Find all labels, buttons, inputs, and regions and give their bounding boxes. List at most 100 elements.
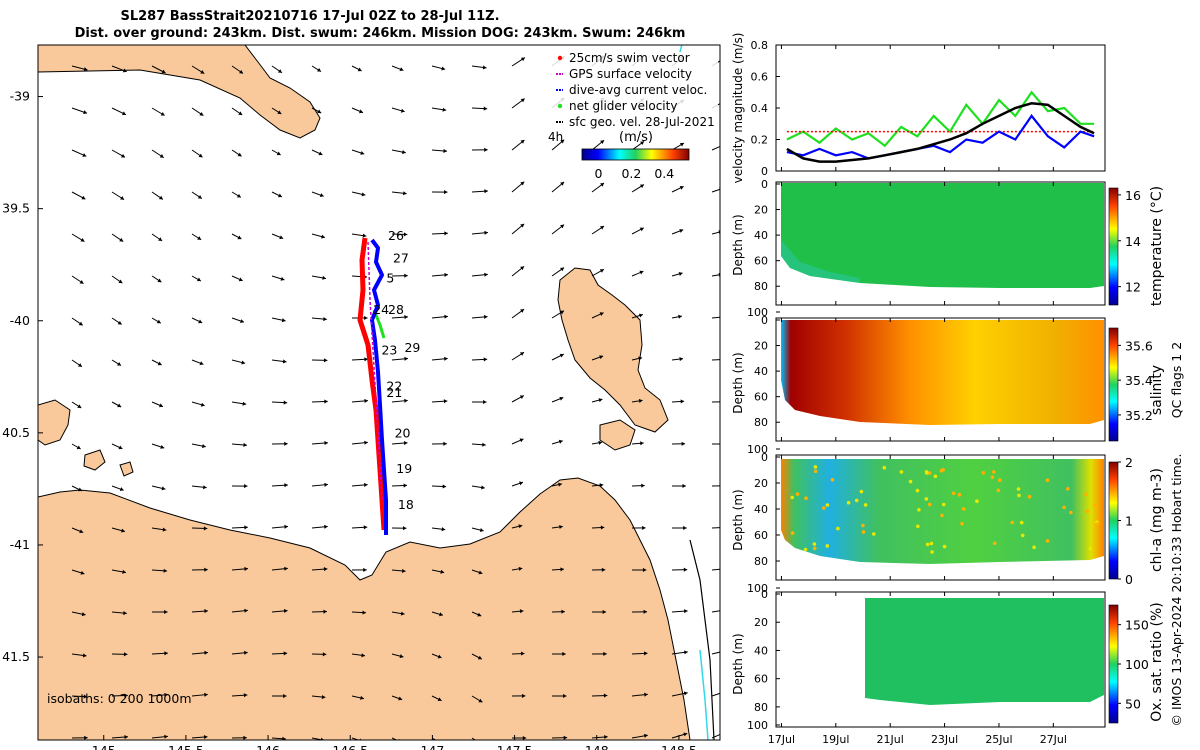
sfc-velocity-arrowhead (482, 65, 487, 70)
sfc-velocity-arrowhead (283, 608, 288, 614)
sfc-velocity-arrowhead (78, 321, 83, 326)
chl-point (1017, 493, 1021, 498)
sfc-velocity-arrowhead (84, 735, 88, 740)
sfc-velocity-arrowhead (403, 483, 408, 488)
salinity-clabel: salinity (1149, 365, 1165, 415)
chl-point (830, 478, 835, 482)
colorbar-tick-label: 1 (1125, 514, 1133, 529)
sfc-velocity-arrowhead (600, 226, 605, 230)
chl-point (924, 470, 929, 474)
map-xtick-label: 146.5 (332, 743, 368, 750)
sfc-velocity-arrowhead (402, 150, 406, 155)
sfc-velocity-arrowhead (403, 440, 408, 446)
sfc-velocity-arrowhead (643, 651, 648, 656)
day-label: 29 (404, 340, 420, 355)
sfc-velocity-arrowhead (324, 524, 328, 529)
depth-tick-label: 80 (754, 280, 768, 293)
sfc-velocity-arrowhead (722, 400, 725, 404)
legend-label: sfc geo. vel. 28-Jul-2021 (569, 115, 715, 129)
sfc-velocity-arrowhead (164, 734, 168, 739)
sfc-velocity-arrowhead (244, 608, 248, 613)
chl-point (951, 491, 956, 496)
day-label: 27 (393, 250, 409, 265)
sfc-velocity-arrowhead (323, 358, 328, 363)
sfc-velocity-arrowhead (77, 404, 82, 408)
sfc-velocity-arrowhead (642, 525, 646, 530)
chl-point (1095, 522, 1099, 527)
sfc-velocity-arrowhead (284, 524, 288, 529)
chl-point (813, 465, 818, 469)
sfc-velocity-arrowhead (282, 736, 286, 740)
sfc-velocity-arrowhead (121, 153, 126, 158)
map-ytick-label: 40.5 (2, 425, 30, 440)
sfc-velocity-arrowhead (236, 193, 241, 198)
speed-colorbar-ticks: 0 0.2 0.4 (594, 166, 674, 181)
map-title-line2: Dist. over ground: 243km. Dist. swum: 24… (75, 26, 686, 41)
sfc-velocity-arrowhead (483, 399, 487, 405)
day-label: 18 (398, 497, 414, 512)
day-label: 21 (386, 385, 402, 400)
sfc-velocity-arrowhead (318, 151, 323, 156)
temperature-ticks: 0 20 40 60 80 12 14 16 (754, 178, 1141, 295)
map-xtick-label: 145.5 (168, 743, 204, 750)
sfc-velocity-arrow (711, 145, 720, 151)
sfc-velocity-arrowhead (683, 732, 688, 737)
velocity-ytick-label: 0.4 (751, 102, 769, 115)
depth-tick-label: 20 (754, 204, 768, 217)
sfc-velocity-arrowhead (640, 441, 644, 446)
sfc-velocity-arrowhead (197, 194, 202, 199)
sfc-velocity-arrowhead (76, 445, 81, 450)
sfc-velocity-arrow (711, 692, 720, 697)
sfc-velocity-arrow (471, 737, 476, 740)
sfc-velocity-arrowhead (603, 651, 607, 656)
sfc-velocity-arrowhead (439, 612, 443, 617)
sfc-velocity-arrowhead (161, 69, 166, 74)
sfc-velocity-arrowhead (122, 68, 127, 73)
sfc-velocity-arrowhead (724, 649, 728, 653)
sfc-velocity-arrowhead (161, 486, 166, 491)
colorbar-tick-label: 0 (1125, 572, 1133, 587)
date-tick-label: 27Jul (1040, 733, 1067, 746)
sfc-velocity-arrowhead (238, 111, 243, 116)
sfc-velocity-arrowhead (158, 237, 163, 241)
chl-point (861, 523, 865, 528)
sfc-velocity-arrowhead (81, 195, 86, 200)
sfc-velocity-arrowhead (364, 315, 368, 321)
map-xtick-label: 147 (420, 743, 444, 750)
sfc-velocity-arrowhead (522, 735, 527, 740)
depth-tick-label: 60 (754, 255, 768, 268)
sfc-velocity-arrowhead (558, 482, 562, 487)
sfc-velocity-arrowhead (117, 320, 122, 325)
sfc-velocity-arrowhead (437, 654, 442, 659)
depth-tick-label: 40 (754, 229, 768, 242)
sfc-velocity-arrow (711, 316, 720, 319)
sfc-velocity-arrowhead (444, 314, 448, 319)
sfc-velocity-arrowhead (361, 192, 366, 197)
sfc-velocity-arrowhead (520, 223, 525, 228)
sfc-velocity-arrowhead (364, 440, 368, 445)
velocity-lines (786, 90, 1095, 163)
sfc-velocity-arrowhead (600, 525, 605, 530)
sfc-velocity-arrowhead (639, 270, 644, 275)
sfc-velocity-arrowhead (156, 319, 161, 324)
sfc-velocity-arrowhead (404, 273, 408, 278)
sfc-velocity-arrowhead (520, 266, 525, 271)
speed-colorbar (581, 148, 690, 161)
sfc-velocity-arrowhead (363, 567, 367, 572)
sfc-velocity-arrowhead (198, 319, 203, 324)
sfc-velocity-arrowhead (683, 691, 688, 696)
chl-ylabel: Depth (m) (731, 489, 745, 550)
velocity-ylabel: velocity magnitude (m/s) (731, 33, 745, 184)
sfc-velocity-arrowhead (560, 224, 565, 229)
chl-point (957, 492, 962, 497)
sfc-velocity-arrowhead (82, 653, 87, 658)
map-title-line1: SL287 BassStrait20210716 17-Jul 02Z to 2… (120, 9, 499, 24)
sfc-velocity-arrowhead (559, 396, 564, 401)
sfc-velocity-arrowhead (284, 483, 288, 488)
sfc-velocity-arrowhead (284, 441, 288, 446)
legend-label: GPS surface velocity (569, 67, 692, 81)
date-axis-ticks: 17Jul 19Jul 21Jul 23Jul 25Jul 27Jul (768, 45, 1067, 746)
chl-point (1084, 492, 1088, 497)
colorbar-unit: (m/s) (619, 130, 653, 145)
